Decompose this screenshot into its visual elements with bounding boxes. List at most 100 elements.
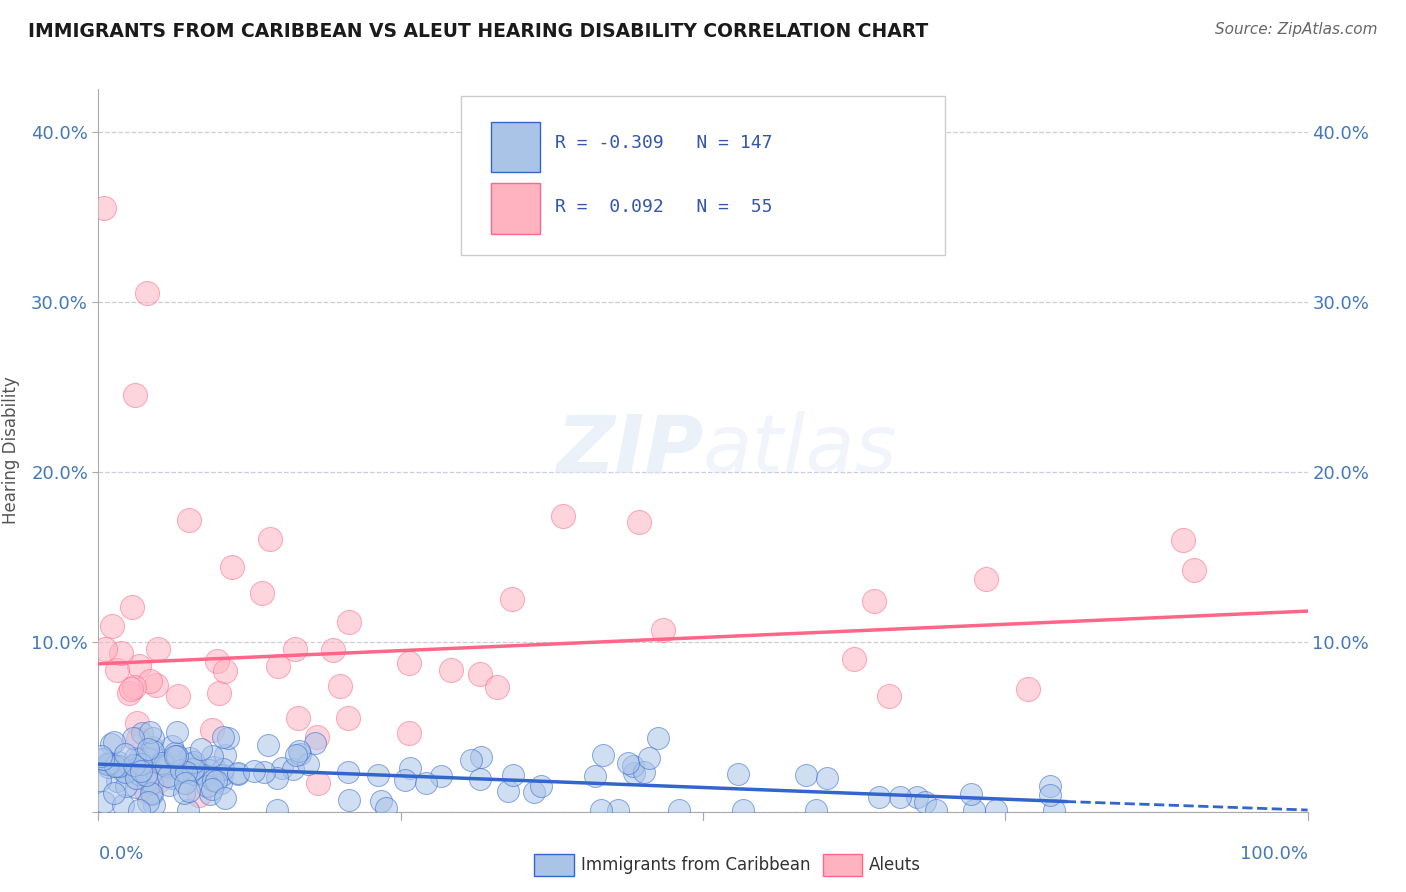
- Bar: [492, 183, 540, 234]
- Point: [90, 749, 112, 764]
- Point: [201, 749, 224, 764]
- Point: [727, 767, 749, 781]
- Point: [124, 771, 146, 785]
- Point: [104, 758, 127, 772]
- Point: [103, 735, 125, 749]
- Text: ZIP: ZIP: [555, 411, 703, 490]
- Point: [114, 764, 136, 779]
- Point: [974, 572, 997, 586]
- Text: Aleuts: Aleuts: [869, 856, 921, 874]
- Point: [460, 753, 482, 767]
- Point: [226, 766, 249, 780]
- Point: [1039, 779, 1062, 793]
- Point: [267, 659, 290, 673]
- Point: [815, 771, 838, 785]
- Point: [181, 762, 204, 776]
- Point: [135, 774, 157, 789]
- Point: [398, 657, 420, 671]
- Point: [139, 673, 162, 688]
- Point: [270, 761, 292, 775]
- Point: [863, 594, 886, 608]
- Point: [181, 767, 204, 781]
- Point: [128, 803, 150, 817]
- Point: [633, 764, 655, 779]
- Point: [647, 731, 669, 745]
- Point: [174, 765, 197, 780]
- Point: [925, 803, 948, 817]
- Point: [195, 780, 218, 794]
- Point: [591, 803, 613, 817]
- Point: [502, 768, 524, 782]
- Point: [135, 286, 157, 301]
- Point: [135, 783, 157, 797]
- Point: [651, 623, 673, 637]
- Point: [129, 757, 152, 772]
- Point: [141, 775, 163, 789]
- Point: [101, 619, 124, 633]
- Point: [105, 774, 128, 789]
- Point: [415, 776, 437, 790]
- Point: [135, 768, 157, 782]
- Point: [804, 803, 827, 817]
- Point: [207, 654, 229, 668]
- Point: [160, 771, 183, 785]
- Point: [165, 748, 187, 763]
- Point: [307, 775, 329, 789]
- Text: Source: ZipAtlas.com: Source: ZipAtlas.com: [1215, 22, 1378, 37]
- Point: [122, 680, 145, 694]
- Point: [112, 764, 135, 779]
- Point: [984, 803, 1007, 817]
- Point: [177, 803, 200, 817]
- Point: [128, 752, 150, 766]
- Point: [121, 599, 143, 614]
- Point: [337, 615, 360, 630]
- Point: [150, 756, 173, 770]
- Point: [179, 513, 201, 527]
- Point: [281, 762, 304, 776]
- Point: [141, 739, 163, 754]
- Point: [115, 780, 138, 794]
- Point: [583, 769, 606, 783]
- Point: [337, 792, 360, 806]
- Point: [217, 731, 239, 746]
- Point: [122, 758, 145, 772]
- Point: [103, 786, 125, 800]
- Text: R = -0.309   N = 147: R = -0.309 N = 147: [555, 135, 773, 153]
- Point: [889, 789, 911, 804]
- Point: [501, 591, 523, 606]
- Point: [214, 664, 236, 678]
- Point: [201, 723, 224, 737]
- Point: [374, 801, 396, 815]
- Point: [621, 759, 644, 773]
- Point: [905, 789, 928, 804]
- Point: [530, 779, 553, 793]
- Point: [367, 768, 389, 782]
- Point: [142, 731, 165, 746]
- Point: [122, 731, 145, 745]
- Point: [110, 646, 132, 660]
- Text: IMMIGRANTS FROM CARIBBEAN VS ALEUT HEARING DISABILITY CORRELATION CHART: IMMIGRANTS FROM CARIBBEAN VS ALEUT HEARI…: [28, 22, 928, 41]
- Point: [1182, 563, 1205, 577]
- Point: [253, 764, 276, 779]
- Point: [163, 747, 186, 761]
- Point: [124, 751, 146, 765]
- Point: [94, 642, 117, 657]
- Point: [842, 652, 865, 666]
- Point: [794, 768, 817, 782]
- Point: [129, 764, 152, 778]
- Point: [285, 747, 308, 762]
- Point: [146, 642, 169, 657]
- Point: [165, 754, 187, 768]
- Point: [322, 642, 344, 657]
- Point: [1017, 682, 1039, 697]
- Point: [141, 787, 163, 801]
- Point: [430, 769, 453, 783]
- FancyBboxPatch shape: [461, 96, 945, 255]
- Point: [128, 659, 150, 673]
- Point: [668, 803, 690, 817]
- Point: [440, 664, 463, 678]
- Point: [287, 711, 309, 725]
- Point: [169, 763, 191, 777]
- Point: [97, 760, 120, 774]
- Point: [288, 747, 311, 761]
